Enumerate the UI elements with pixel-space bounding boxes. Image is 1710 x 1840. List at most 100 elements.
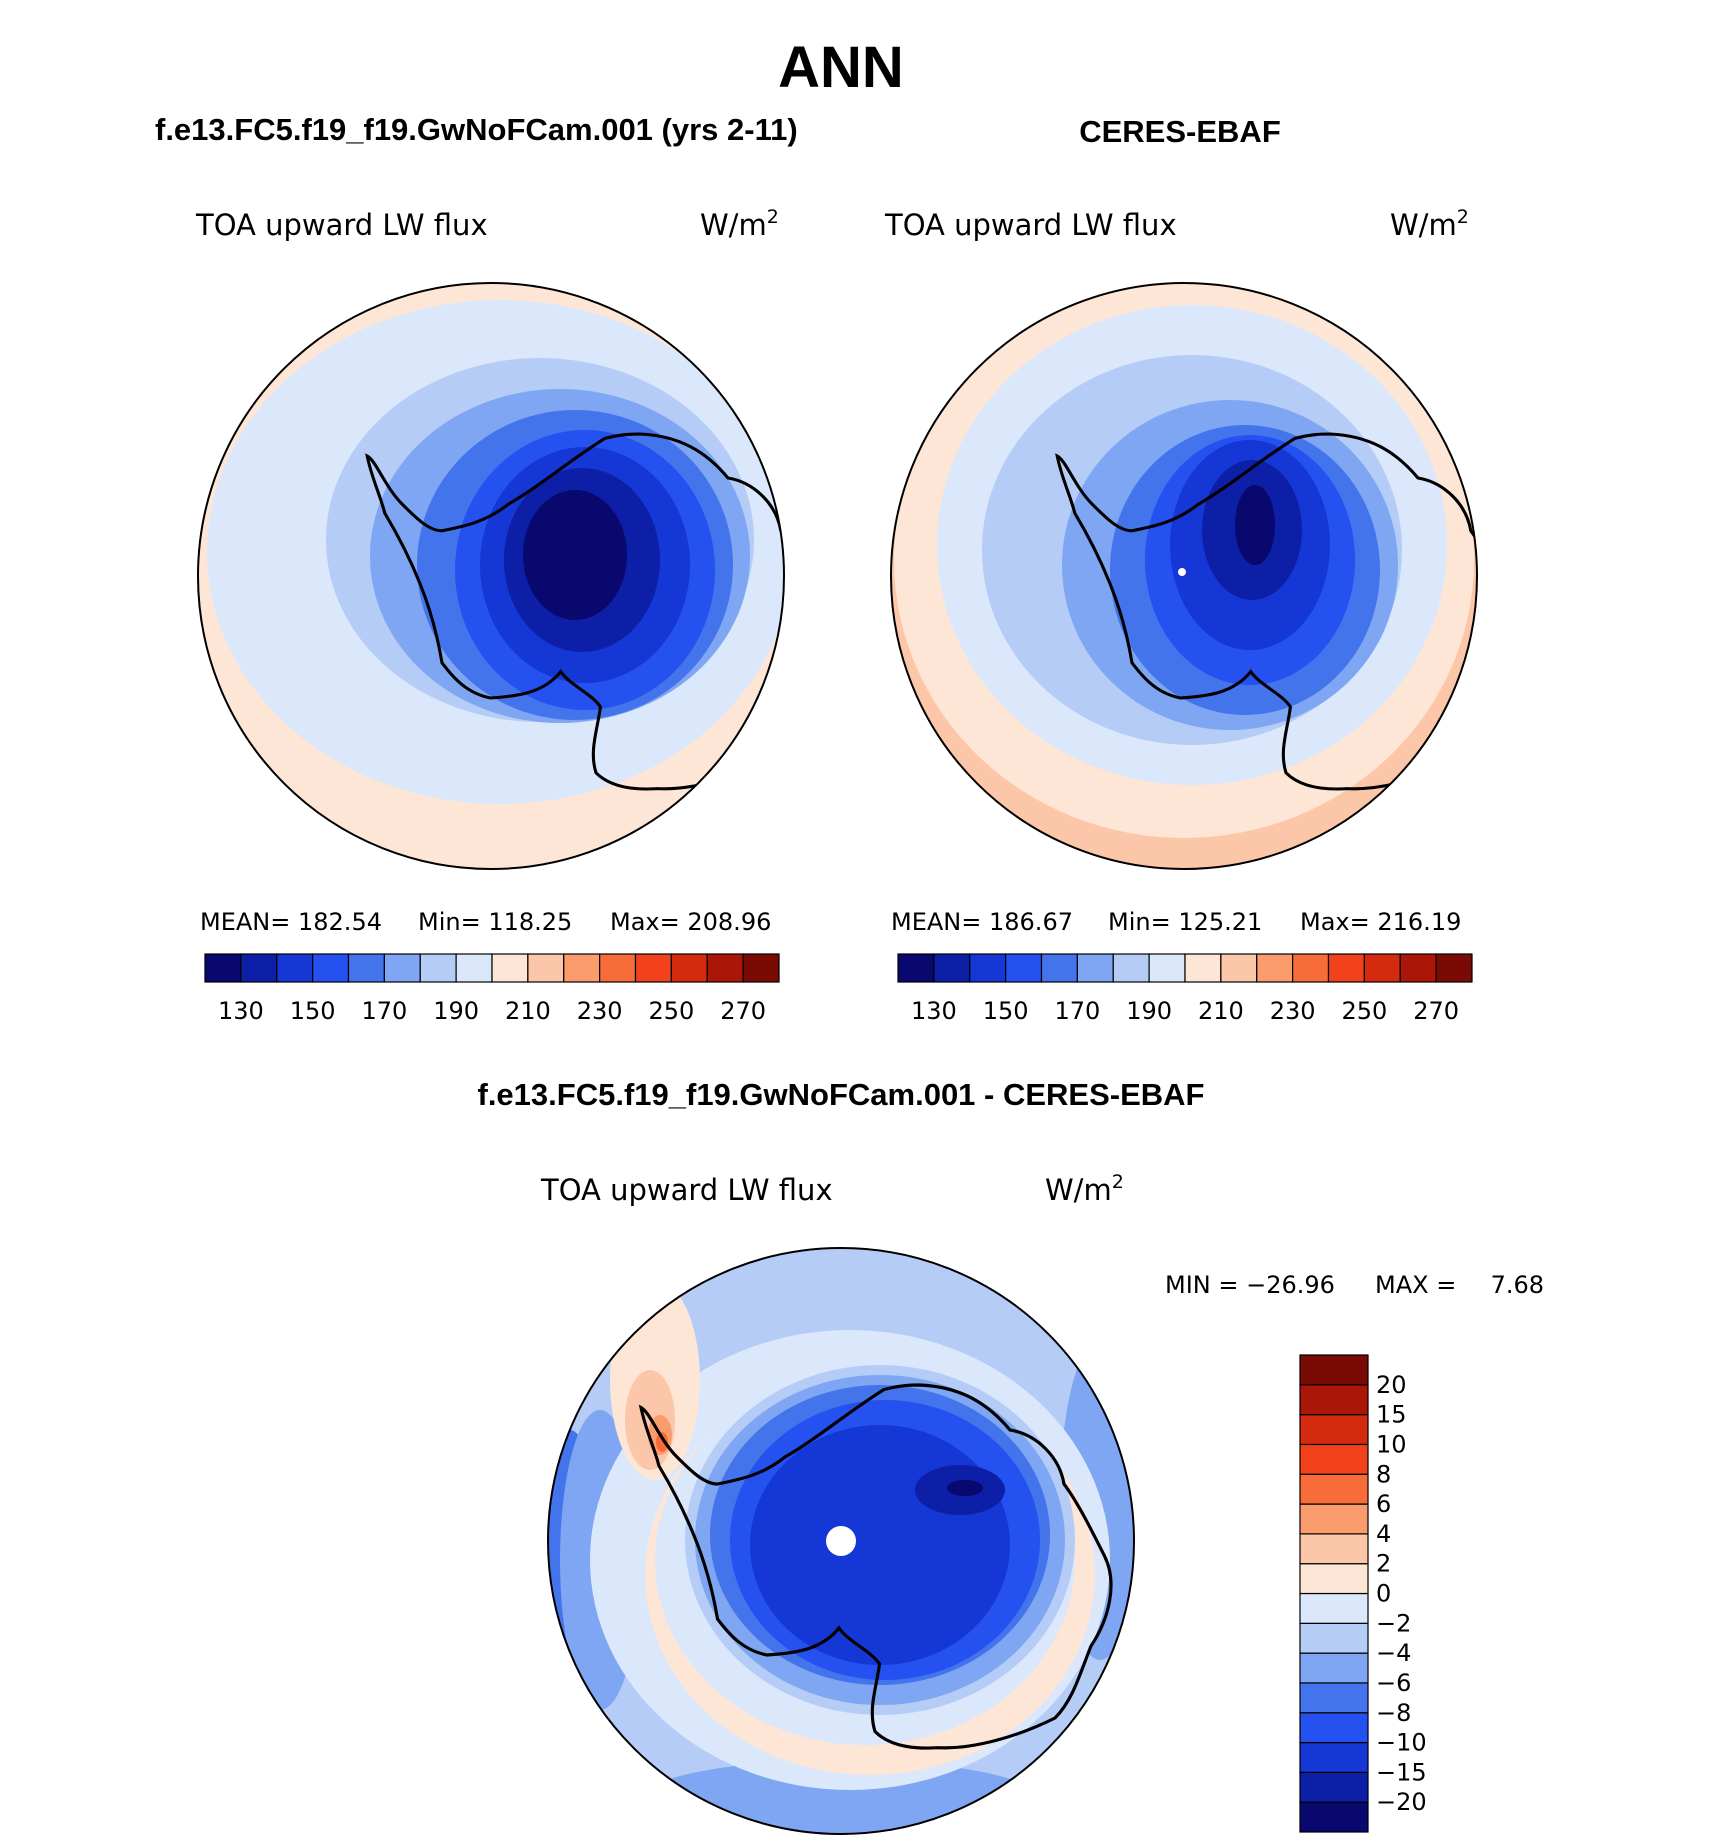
obs-colorbar-swatch — [1112, 953, 1150, 983]
diff-colorbar-swatch — [1299, 1414, 1369, 1446]
model-colorbar-tick-label: 230 — [577, 997, 623, 1025]
diff-colorbar-tick-label: −15 — [1376, 1758, 1427, 1786]
diff-pole-hole — [826, 1526, 856, 1556]
obs-colorbar: 130 150 170 190 210 230 250 270 — [897, 953, 1473, 1025]
panel-diff: f.e13.FC5.f19_f19.GwNoFCam.001 - CERES-E… — [478, 1077, 1544, 1835]
obs-colorbar-tick-label: 190 — [1126, 997, 1172, 1025]
diff-colorbar-tick-label: −10 — [1376, 1729, 1427, 1757]
model-colorbar-tick-label: 150 — [290, 997, 336, 1025]
diff-polar-map — [548, 1248, 1134, 1834]
diff-colorbar-swatch — [1299, 1384, 1369, 1416]
diff-colorbar-tick-label: 10 — [1376, 1430, 1407, 1458]
diff-colorbar-tick-label: 4 — [1376, 1520, 1391, 1548]
obs-pole-marker — [1178, 568, 1186, 576]
diff-colorbar-swatch — [1299, 1622, 1369, 1654]
diff-colorbar-swatch — [1299, 1563, 1369, 1595]
obs-colorbar-swatch — [1040, 953, 1078, 983]
diff-colorbar-swatch — [1299, 1771, 1369, 1803]
model-colorbar-swatch — [240, 953, 278, 983]
obs-colorbar-swatch — [1399, 953, 1437, 983]
panel-model: f.e13.FC5.f19_f19.GwNoFCam.001 (yrs 2-11… — [155, 112, 798, 1025]
diff-colorbar-tick-label: 6 — [1376, 1490, 1391, 1518]
diff-colorbar-swatch — [1299, 1503, 1369, 1535]
model-stats-mean: MEAN= 182.54 — [200, 908, 382, 936]
model-units-label: W/m2 — [700, 206, 779, 242]
model-colorbar-swatch — [742, 953, 780, 983]
model-stats-min: Min= 118.25 — [418, 908, 572, 936]
diff-colorbar-tick-label: −8 — [1376, 1699, 1411, 1727]
obs-colorbar-tick-label: 230 — [1270, 997, 1316, 1025]
diff-case-title: f.e13.FC5.f19_f19.GwNoFCam.001 - CERES-E… — [478, 1077, 1205, 1112]
model-colorbar-swatch — [383, 953, 421, 983]
diff-contour-neg10 — [750, 1425, 1010, 1665]
model-colorbar-tick-label: 210 — [505, 997, 551, 1025]
diff-colorbar-swatch — [1299, 1652, 1369, 1684]
model-colorbar-swatch — [347, 953, 385, 983]
diff-colorbar-swatch — [1299, 1443, 1369, 1475]
model-map-border — [197, 282, 785, 870]
obs-colorbar-tick-label: 270 — [1413, 997, 1459, 1025]
obs-case-title: CERES-EBAF — [1079, 114, 1281, 149]
model-colorbar-swatch — [455, 953, 493, 983]
obs-units-label: W/m2 — [1390, 206, 1469, 242]
diff-colorbar-swatch — [1299, 1533, 1369, 1565]
model-variable-label: TOA upward LW flux — [195, 208, 488, 242]
diff-colorbar-swatch — [1299, 1354, 1369, 1386]
diff-units-label: W/m2 — [1045, 1171, 1124, 1207]
diff-colorbar-tick-label: −20 — [1376, 1788, 1427, 1816]
obs-stats-mean: MEAN= 186.67 — [891, 908, 1073, 936]
model-colorbar-swatch — [491, 953, 529, 983]
obs-colorbar-swatch — [1220, 953, 1258, 983]
diff-colorbar-tick-label: −2 — [1376, 1609, 1411, 1637]
diff-colorbar-tick-label: 0 — [1376, 1580, 1391, 1608]
obs-colorbar-swatch — [1076, 953, 1114, 983]
obs-colorbar-swatch — [1292, 953, 1330, 983]
obs-colorbar-tick-label: 210 — [1198, 997, 1244, 1025]
model-colorbar-swatch — [312, 953, 350, 983]
model-colorbar-tick-label: 190 — [433, 997, 479, 1025]
obs-polar-map — [891, 283, 1477, 869]
obs-colorbar-tick-label: 170 — [1054, 997, 1100, 1025]
model-case-title: f.e13.FC5.f19_f19.GwNoFCam.001 (yrs 2-11… — [155, 112, 798, 147]
obs-colorbar-tick-label: 150 — [983, 997, 1029, 1025]
diff-stats-max-value: 7.68 — [1491, 1271, 1544, 1299]
model-colorbar-tick-label: 130 — [218, 997, 264, 1025]
obs-colorbar-swatch — [1148, 953, 1186, 983]
model-colorbar: 130 150 170 190 210 230 250 270 — [204, 953, 780, 1025]
obs-colorbar-swatch — [1256, 953, 1294, 983]
obs-colorbar-swatch — [1005, 953, 1043, 983]
obs-colorbar-swatch — [1327, 953, 1365, 983]
diff-contour-peninsula-pos8 — [656, 1432, 668, 1452]
model-colorbar-swatch — [419, 953, 457, 983]
diff-colorbar-swatch — [1299, 1801, 1369, 1833]
diff-stats-min: MIN = −26.96 — [1165, 1271, 1335, 1299]
diff-colorbar-tick-label: 8 — [1376, 1460, 1391, 1488]
obs-colorbar-swatch — [1363, 953, 1401, 983]
model-colorbar-swatch — [276, 953, 314, 983]
diff-colorbar-tick-label: −6 — [1376, 1669, 1411, 1697]
obs-colorbar-tick-label: 250 — [1341, 997, 1387, 1025]
diff-colorbar-swatch — [1299, 1712, 1369, 1744]
obs-colorbar-swatch — [969, 953, 1007, 983]
obs-colorbar-swatch — [897, 953, 935, 983]
model-contour-130 — [523, 490, 627, 620]
model-colorbar-tick-label: 250 — [648, 997, 694, 1025]
diff-variable-label: TOA upward LW flux — [540, 1173, 833, 1207]
model-colorbar-swatch — [670, 953, 708, 983]
model-colorbar-swatch — [706, 953, 744, 983]
model-stats-max: Max= 208.96 — [610, 908, 771, 936]
model-colorbar-swatch — [204, 953, 242, 983]
obs-colorbar-swatch — [1184, 953, 1222, 983]
diff-stats-max: MAX = — [1375, 1271, 1456, 1299]
model-colorbar-tick-label: 270 — [720, 997, 766, 1025]
diff-colorbar-swatch — [1299, 1741, 1369, 1773]
diff-colorbar-tick-label: 20 — [1376, 1371, 1407, 1399]
diff-colorbar-tick-label: 15 — [1376, 1401, 1407, 1429]
obs-stats-max: Max= 216.19 — [1300, 908, 1461, 936]
obs-contour-130 — [1235, 485, 1275, 565]
figure-title: ANN — [778, 35, 904, 100]
diff-colorbar-tick-label: −4 — [1376, 1639, 1411, 1667]
diff-colorbar-swatch — [1299, 1592, 1369, 1624]
